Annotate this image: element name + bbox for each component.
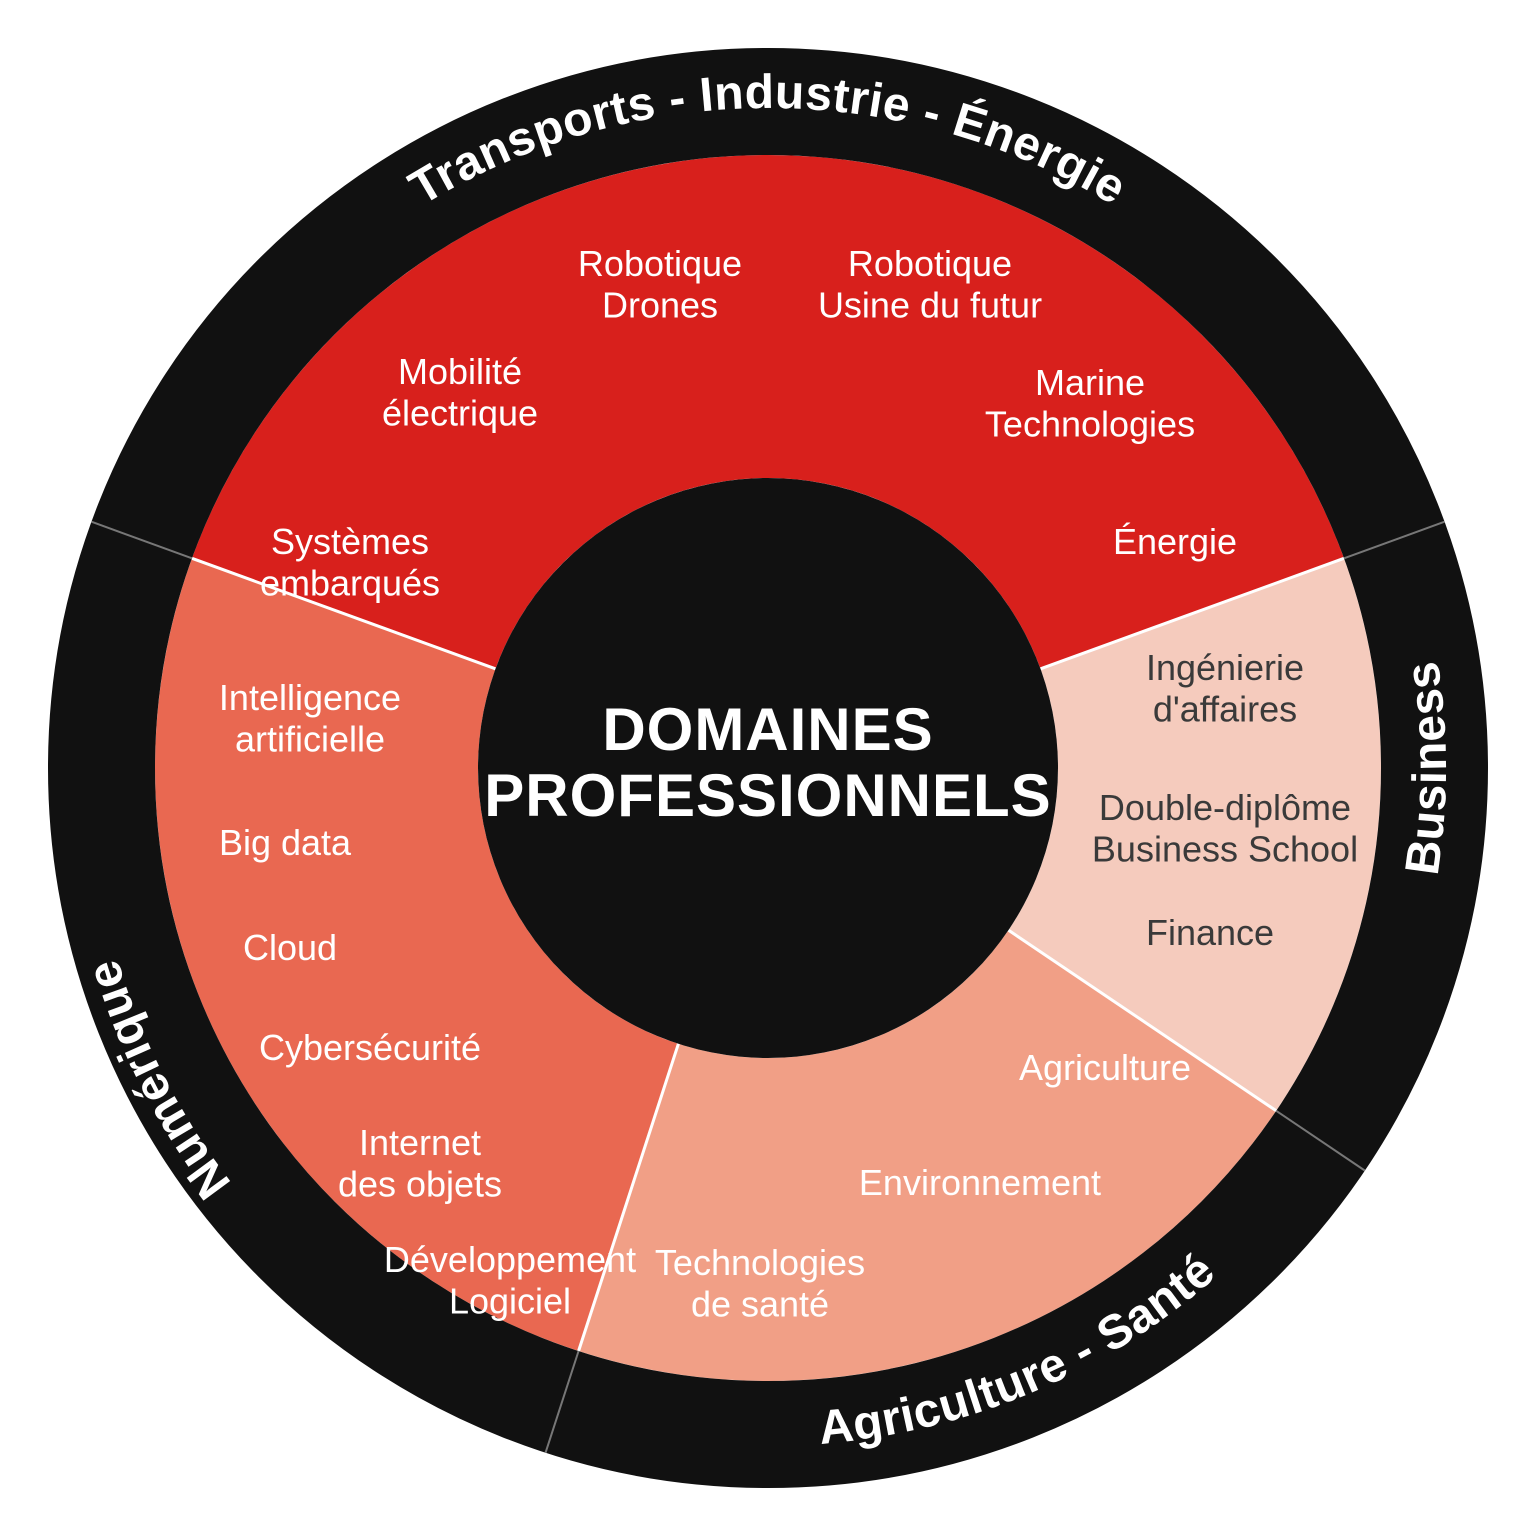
item-business-1: Double-diplômeBusiness School [1092, 787, 1358, 869]
item-numerique-3: Cybersécurité [259, 1027, 481, 1068]
radial-diagram: Transports - Industrie - ÉnergieBusiness… [0, 0, 1536, 1536]
item-transports-1: Mobilitéélectrique [382, 351, 538, 433]
item-transports-5: Énergie [1113, 521, 1237, 562]
item-numerique-2: Cloud [243, 927, 337, 968]
item-numerique-0: Intelligenceartificielle [219, 677, 401, 759]
item-agriculture-0: Agriculture [1019, 1047, 1191, 1088]
item-business-2: Finance [1146, 912, 1274, 953]
item-business-0: Ingénieried'affaires [1146, 647, 1304, 729]
item-numerique-4: Internetdes objets [338, 1122, 502, 1204]
item-agriculture-1: Environnement [859, 1162, 1101, 1203]
item-transports-3: RobotiqueUsine du futur [818, 243, 1042, 325]
item-numerique-1: Big data [219, 822, 352, 863]
outer-label-business: Business [1396, 658, 1457, 878]
item-transports-2: RobotiqueDrones [578, 243, 742, 325]
item-transports-0: Systèmesembarqués [260, 521, 440, 603]
